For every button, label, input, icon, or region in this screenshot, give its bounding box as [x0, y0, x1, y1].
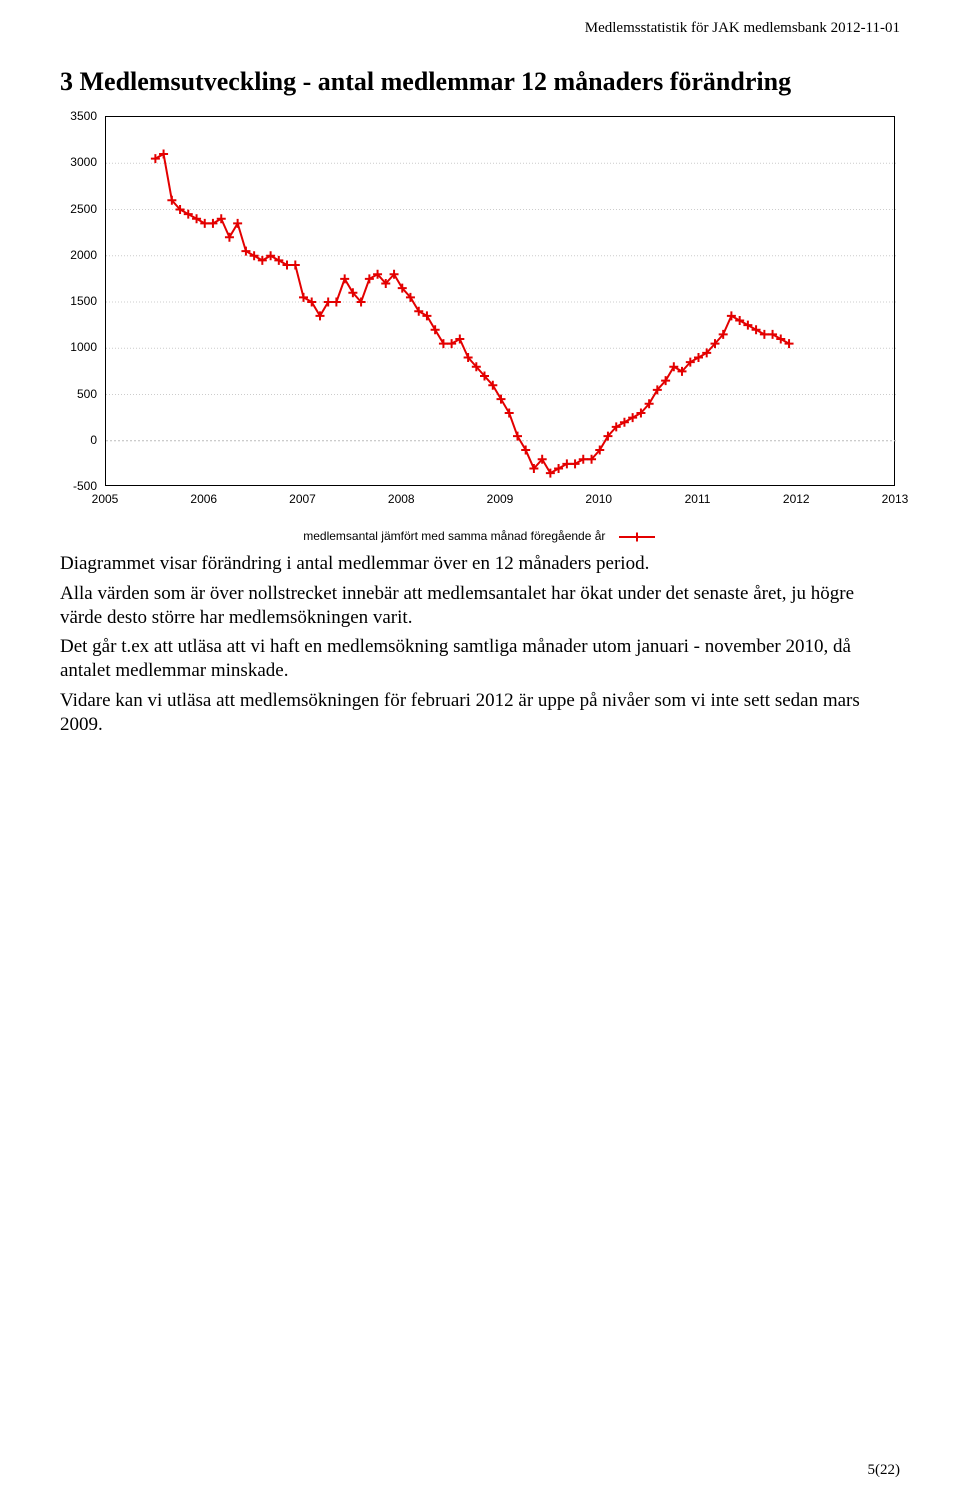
- x-tick-label: 2008: [388, 492, 415, 506]
- legend-label: medlemsantal jämfört med samma månad för…: [303, 529, 605, 543]
- y-tick-label: 1500: [60, 294, 97, 308]
- paragraph-2: Alla värden som är över nollstrecket inn…: [60, 582, 900, 630]
- paragraph-4: Vidare kan vi utläsa att medlemsökningen…: [60, 689, 900, 737]
- y-tick-label: 2500: [60, 202, 97, 216]
- y-tick-label: -500: [60, 479, 97, 493]
- x-tick-label: 2006: [190, 492, 217, 506]
- y-tick-label: 2000: [60, 248, 97, 262]
- paragraph-1: Diagrammet visar förändring i antal medl…: [60, 552, 900, 576]
- y-tick-label: 1000: [60, 340, 97, 354]
- x-tick-label: 2007: [289, 492, 316, 506]
- y-tick-label: 0: [60, 433, 97, 447]
- y-tick-label: 3000: [60, 155, 97, 169]
- chart-block: -500 0 500 1000 1500 2000 2500 3000 3500 2005 2006…: [60, 111, 900, 544]
- y-tick-label: 500: [60, 387, 97, 401]
- paragraph-3: Det går t.ex att utläsa att vi haft en m…: [60, 635, 900, 683]
- chart-plot-area: [105, 116, 895, 486]
- chart-legend: medlemsantal jämfört med samma månad för…: [60, 521, 900, 544]
- x-tick-label: 2005: [92, 492, 119, 506]
- x-tick-label: 2011: [685, 492, 711, 506]
- y-tick-label: 3500: [60, 109, 97, 123]
- x-tick-label: 2010: [585, 492, 612, 506]
- x-tick-label: 2013: [882, 492, 909, 506]
- chart-frame: -500 0 500 1000 1500 2000 2500 3000 3500 2005 2006…: [60, 111, 900, 521]
- x-tick-label: 2012: [783, 492, 810, 506]
- page: Medlemsstatistik för JAK medlemsbank 201…: [0, 0, 960, 1509]
- section-title: 3 Medlemsutveckling - antal medlemmar 12…: [60, 67, 900, 97]
- x-tick-label: 2009: [487, 492, 514, 506]
- document-header: Medlemsstatistik för JAK medlemsbank 201…: [60, 20, 900, 37]
- legend-swatch-icon: [609, 529, 657, 544]
- page-number: 5(22): [868, 1462, 901, 1479]
